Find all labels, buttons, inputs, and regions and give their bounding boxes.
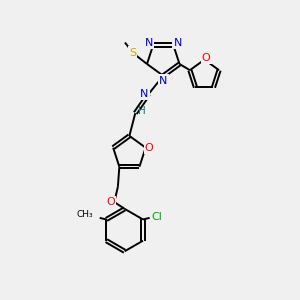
- Text: N: N: [173, 38, 182, 48]
- Text: O: O: [106, 197, 115, 207]
- Text: N: N: [145, 38, 153, 48]
- Text: S: S: [129, 47, 136, 58]
- Text: O: O: [202, 53, 211, 63]
- Text: O: O: [145, 143, 154, 153]
- Text: N: N: [159, 76, 167, 85]
- Text: CH₃: CH₃: [76, 210, 93, 219]
- Text: N: N: [140, 89, 148, 99]
- Text: H: H: [138, 106, 146, 116]
- Text: Cl: Cl: [152, 212, 163, 222]
